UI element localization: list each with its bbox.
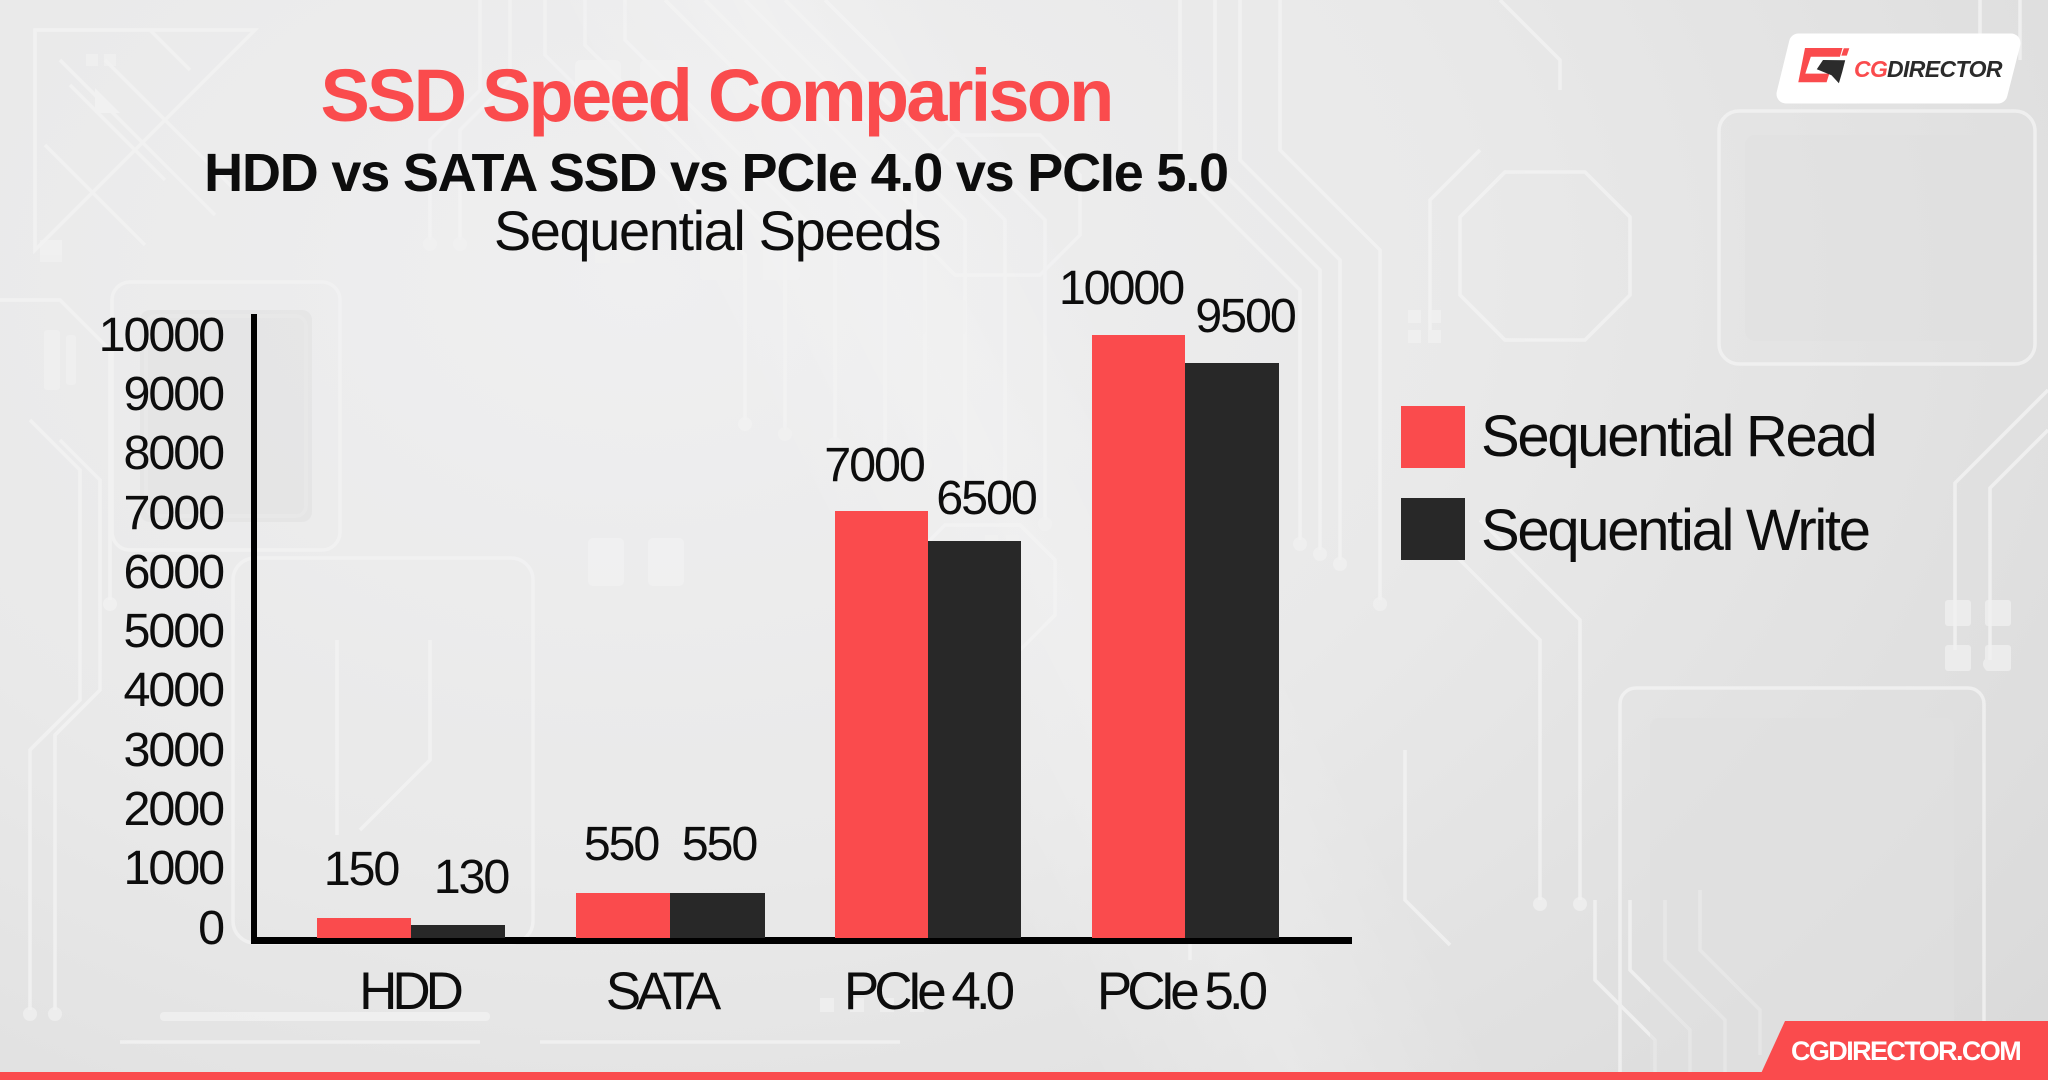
svg-text:CG: CG [1854, 56, 1888, 82]
svg-text:DIRECTOR: DIRECTOR [1887, 56, 2003, 82]
